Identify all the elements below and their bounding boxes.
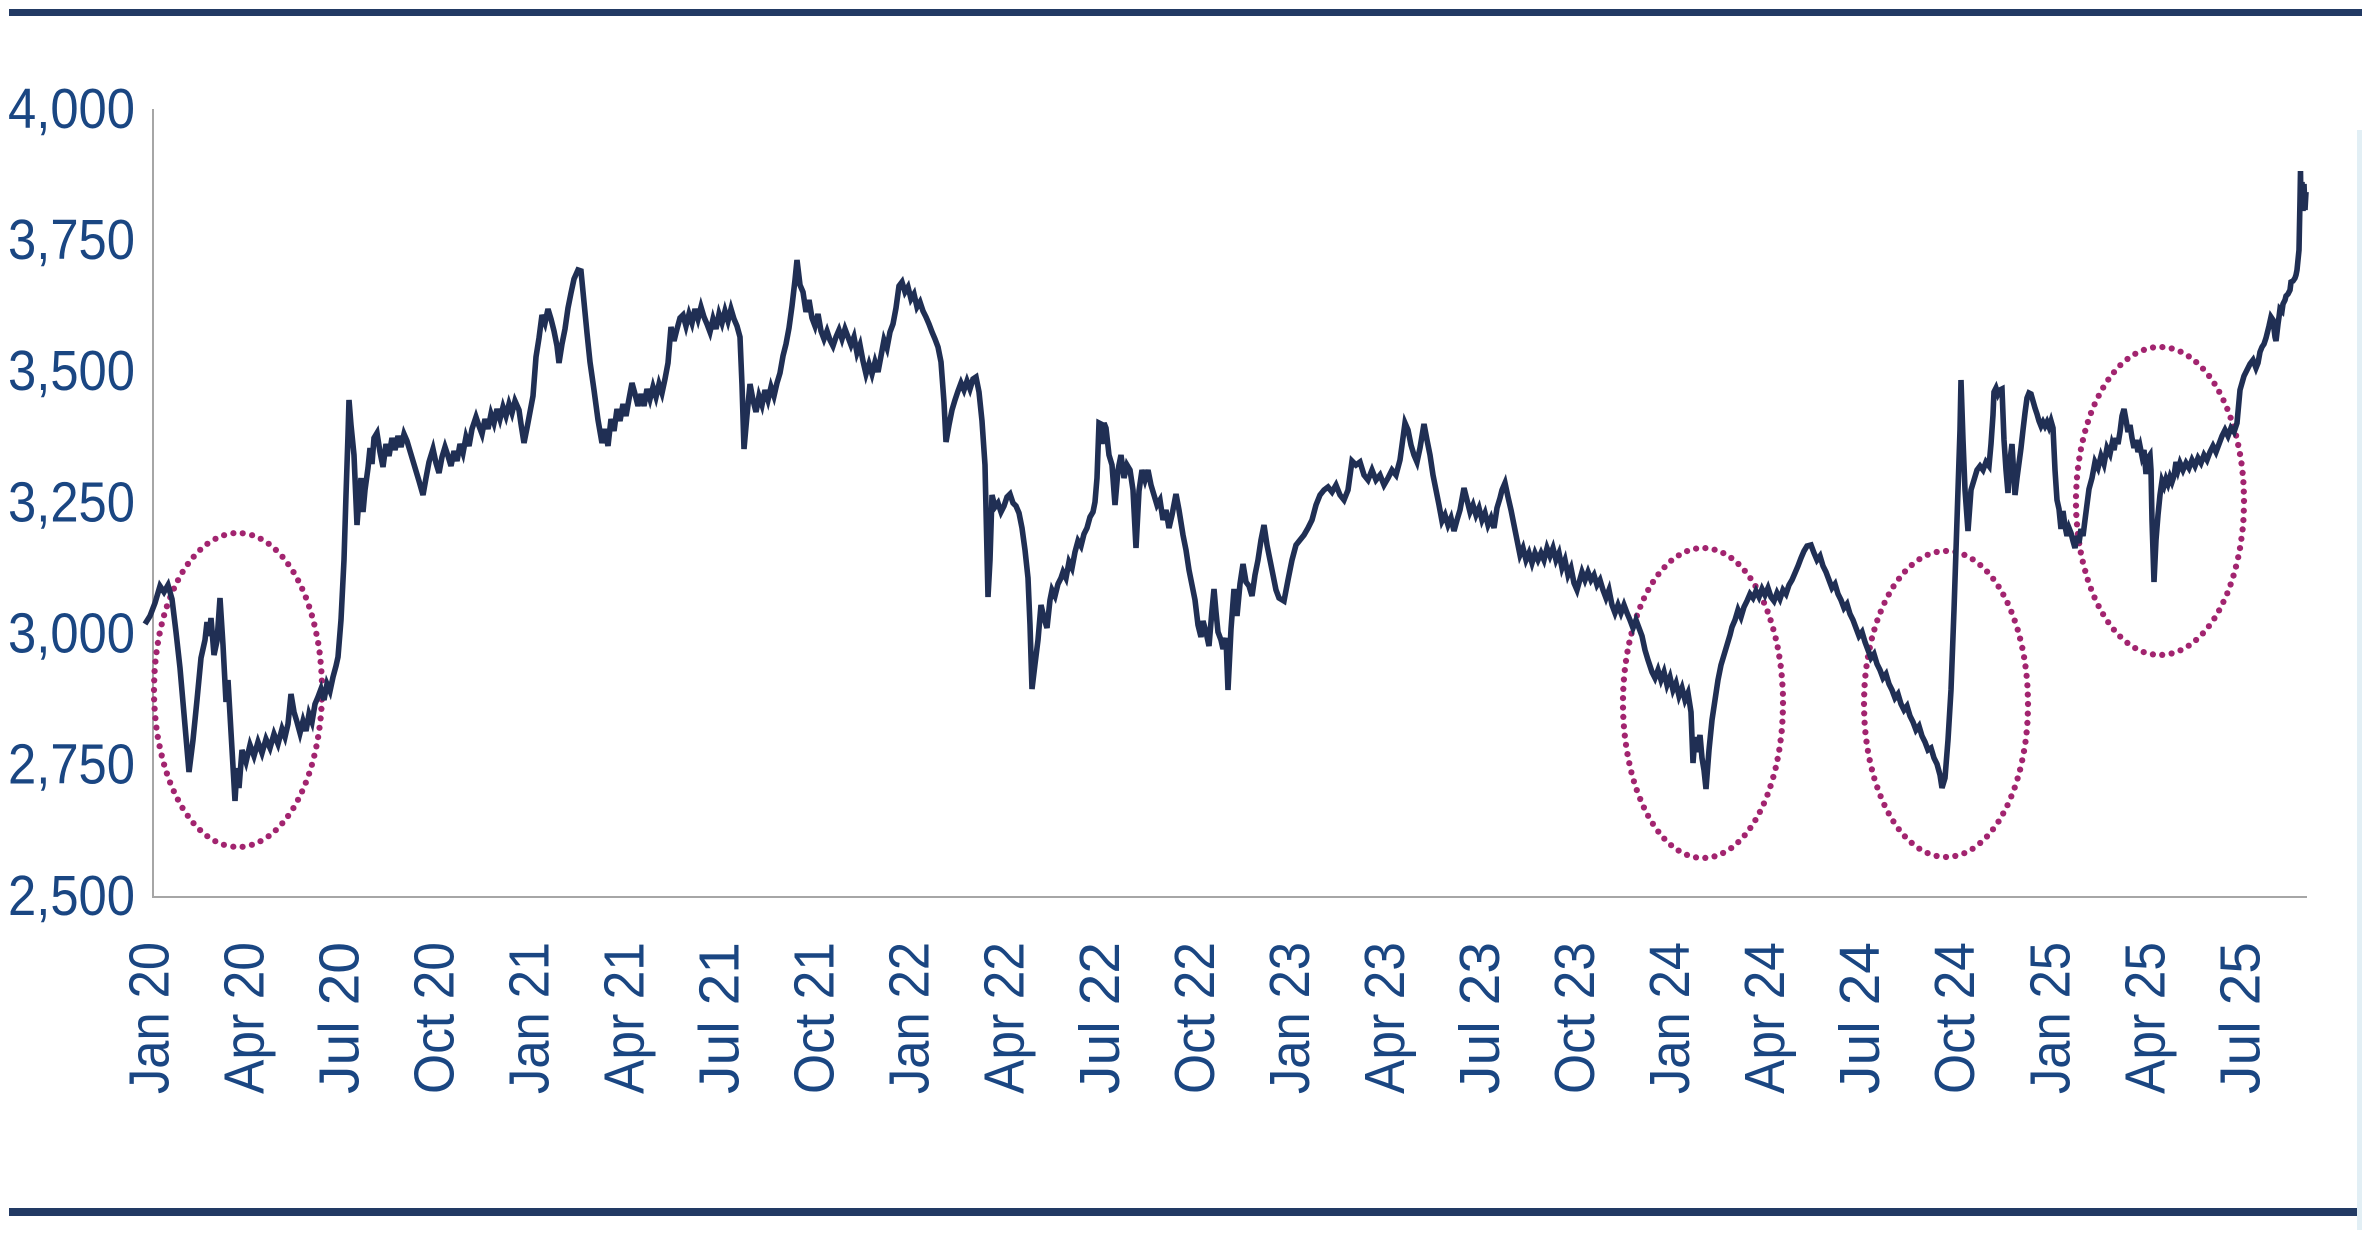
svg-text:Apr 22: Apr 22 <box>973 942 1037 1094</box>
svg-text:Oct 24: Oct 24 <box>1923 942 1987 1094</box>
svg-text:2,500: 2,500 <box>8 864 135 928</box>
svg-text:3,000: 3,000 <box>8 602 135 666</box>
svg-text:Jan 21: Jan 21 <box>498 942 562 1094</box>
svg-text:Jul 21: Jul 21 <box>688 942 752 1094</box>
svg-text:Oct 22: Oct 22 <box>1163 942 1227 1094</box>
svg-text:Oct 20: Oct 20 <box>402 942 466 1094</box>
svg-text:3,250: 3,250 <box>8 470 135 534</box>
svg-text:Jan 24: Jan 24 <box>1638 942 1702 1094</box>
svg-text:Apr 23: Apr 23 <box>1353 942 1417 1094</box>
svg-text:Apr 24: Apr 24 <box>1733 942 1797 1094</box>
svg-text:3,500: 3,500 <box>8 339 135 403</box>
svg-text:Oct 23: Oct 23 <box>1543 942 1607 1094</box>
svg-text:3,750: 3,750 <box>8 208 135 272</box>
svg-text:Jan 23: Jan 23 <box>1258 942 1322 1094</box>
svg-text:Jan 25: Jan 25 <box>2018 942 2082 1094</box>
svg-text:Jan 20: Jan 20 <box>117 942 181 1094</box>
svg-text:4,000: 4,000 <box>8 77 135 141</box>
svg-text:Jul 24: Jul 24 <box>1828 942 1892 1094</box>
svg-text:Jul 23: Jul 23 <box>1448 942 1512 1094</box>
svg-text:Jul 20: Jul 20 <box>307 942 371 1094</box>
svg-text:Apr 21: Apr 21 <box>593 942 657 1094</box>
svg-text:Apr 25: Apr 25 <box>2113 942 2177 1094</box>
svg-text:Jul 25: Jul 25 <box>2208 942 2272 1094</box>
svg-text:Jul 22: Jul 22 <box>1068 942 1132 1094</box>
svg-text:2,750: 2,750 <box>8 733 135 797</box>
svg-text:Oct 21: Oct 21 <box>783 942 847 1094</box>
svg-text:Jan 22: Jan 22 <box>878 942 942 1094</box>
svg-text:Apr 20: Apr 20 <box>212 942 276 1094</box>
